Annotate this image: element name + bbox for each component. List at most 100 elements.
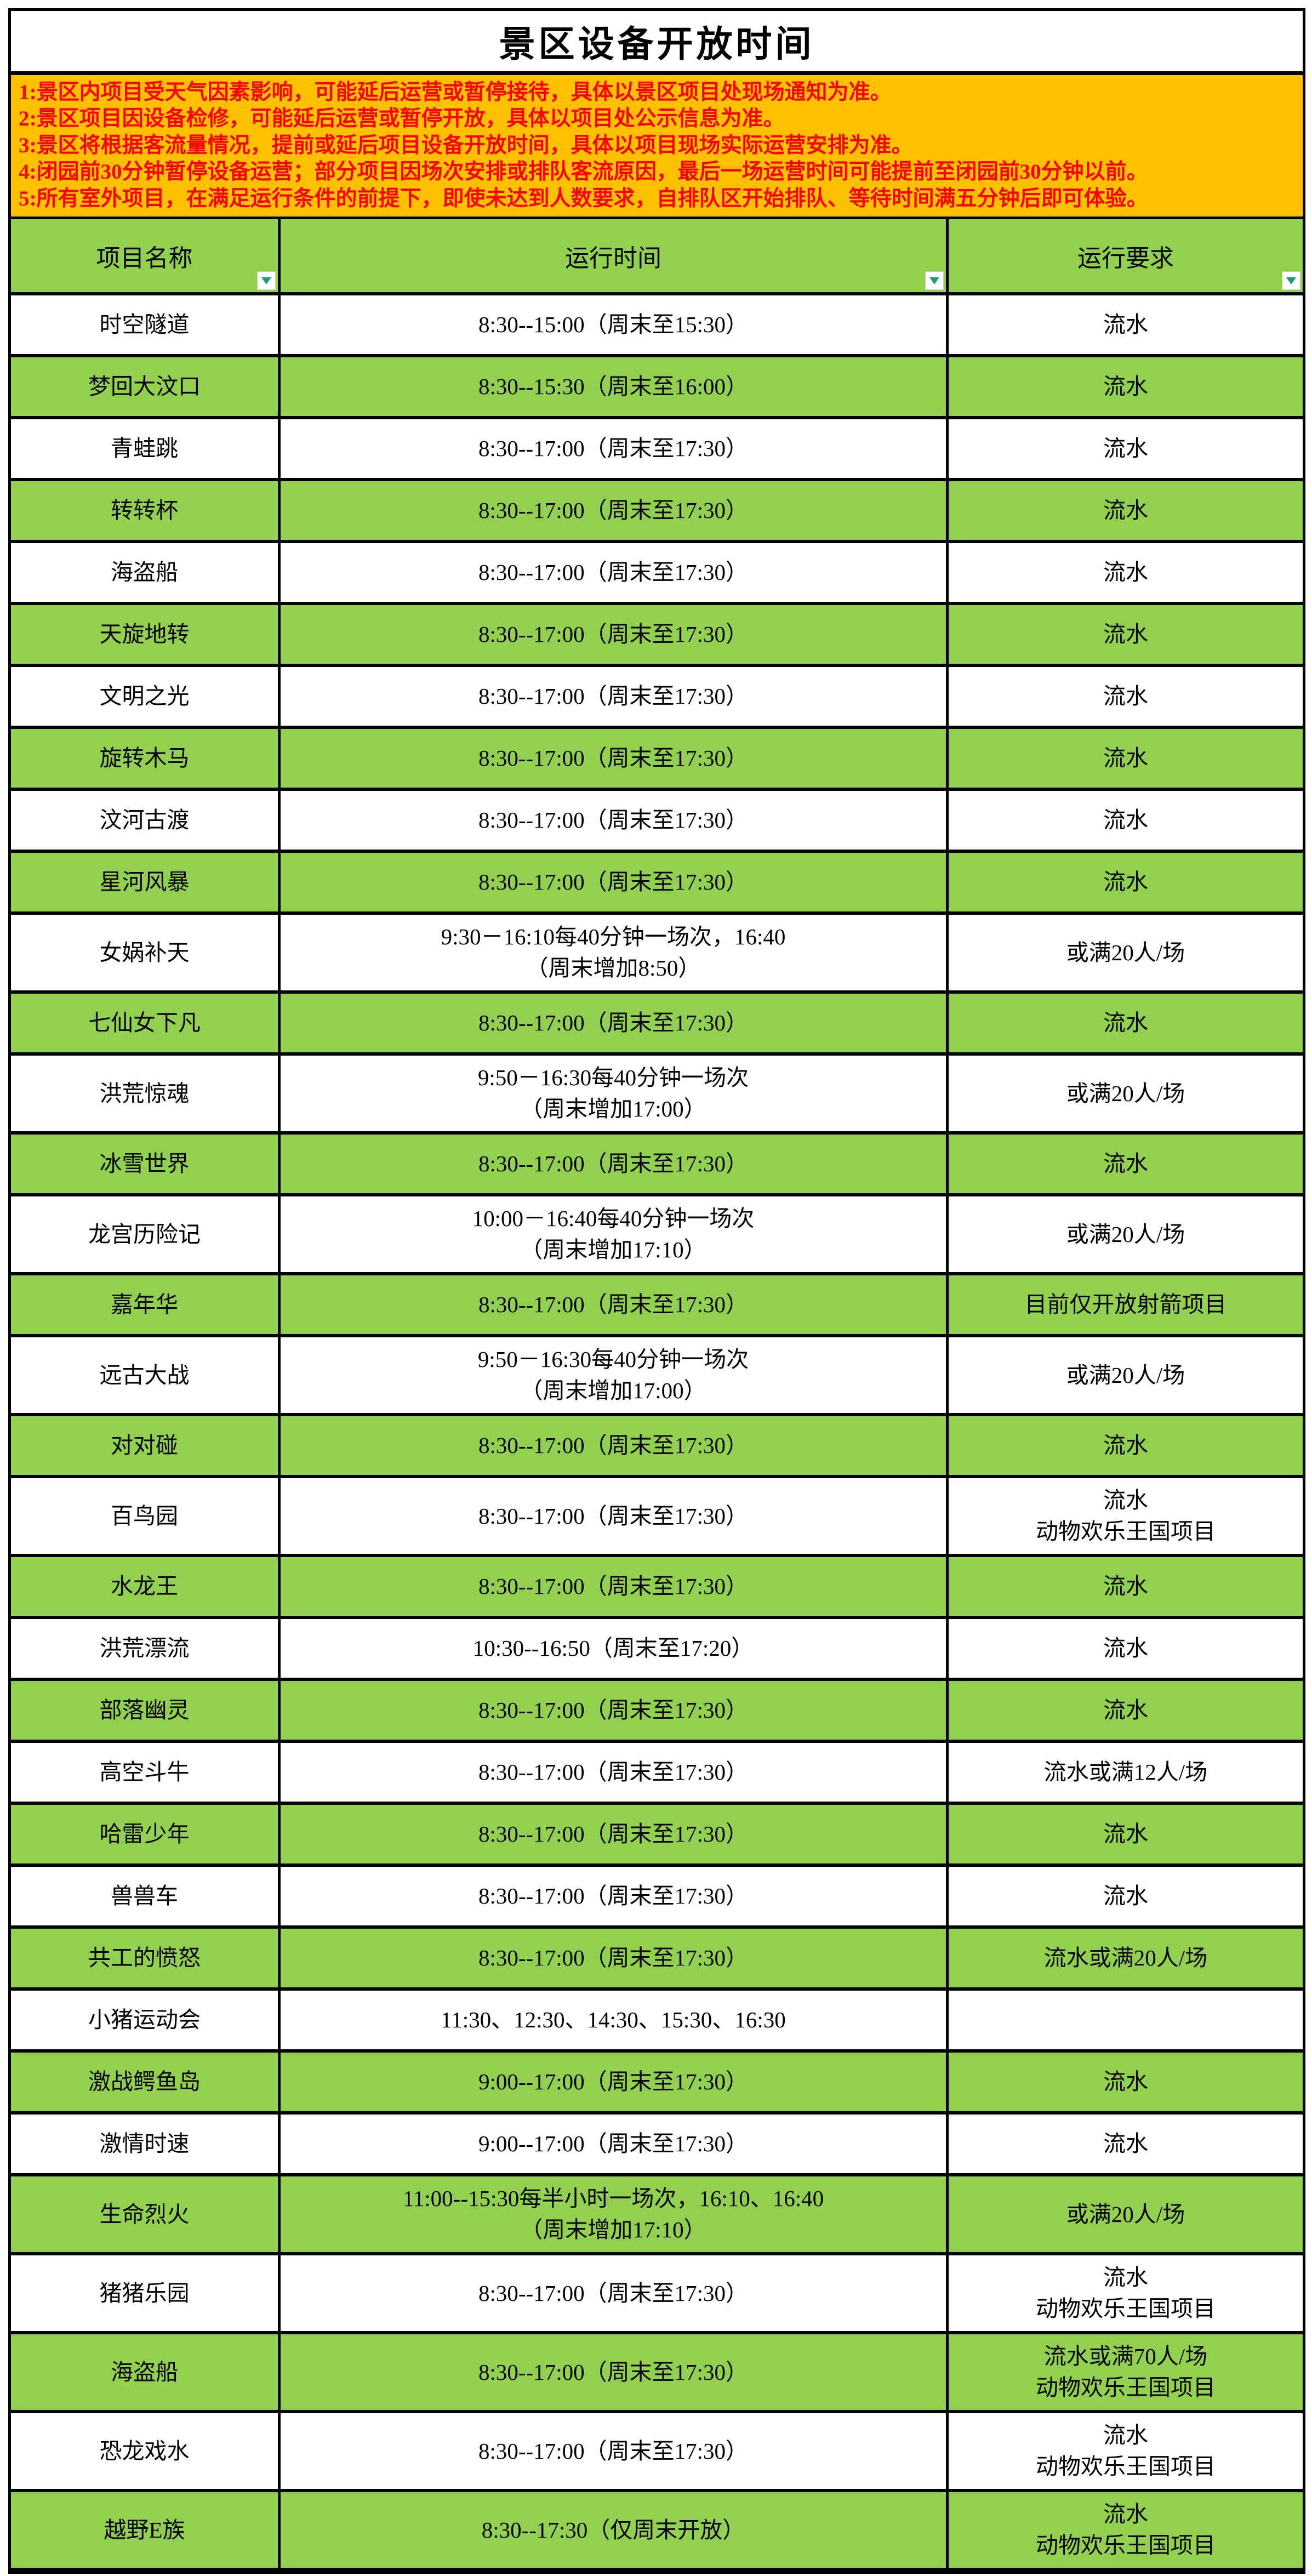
run-requirement-cell	[946, 1991, 1303, 2050]
run-time-text: （周末增加8:50）	[526, 955, 701, 981]
table-row: 部落幽灵 8:30--17:00（周末至17:30） 流水	[11, 1681, 1303, 1743]
run-requirement-text: 流水	[1103, 312, 1148, 338]
project-name-text: 远古大战	[99, 1362, 190, 1388]
project-name-text: 星河风暴	[99, 869, 190, 895]
run-requirement-cell: 流水	[946, 295, 1303, 355]
table-row: 转转杯 8:30--17:00（周末至17:30） 流水	[11, 481, 1303, 544]
project-name-cell: 生命烈火	[11, 2176, 278, 2252]
filter-button-run-time[interactable]	[925, 271, 944, 290]
run-requirement-text: 流水	[1103, 2069, 1148, 2095]
table-row: 兽兽车 8:30--17:00（周末至17:30） 流水	[11, 1867, 1303, 1929]
table-row: 恐龙戏水 8:30--17:00（周末至17:30） 流水 动物欢乐王国项目	[11, 2413, 1303, 2493]
table-row: 远古大战 9:50－16:30每40分钟一场次 （周末增加17:00） 或满20人/场	[11, 1337, 1303, 1417]
project-name-text: 女娲补天	[99, 939, 190, 965]
project-name-text: 冰雪世界	[99, 1151, 190, 1177]
project-name-text: 龙宫历险记	[88, 1221, 201, 1247]
project-name-cell: 星河风暴	[11, 853, 278, 911]
header-cell-project-name: 项目名称	[11, 219, 278, 292]
project-name-cell: 洪荒漂流	[11, 1619, 278, 1678]
project-name-text: 猪猪乐园	[99, 2280, 190, 2306]
project-name-text: 转转杯	[111, 498, 178, 523]
run-requirement-cell: 流水 动物欢乐王国项目	[946, 2492, 1303, 2568]
project-name-cell: 越野E族	[11, 2492, 278, 2568]
run-requirement-cell: 流水 动物欢乐王国项目	[946, 2255, 1303, 2332]
run-requirement-text: 流水	[1103, 1697, 1148, 1723]
run-time-text: 8:30--17:00（周末至17:30）	[478, 1697, 748, 1723]
run-time-cell: 8:30--17:00（周末至17:30）	[278, 1867, 946, 1926]
project-name-text: 青蛙跳	[111, 436, 178, 461]
run-time-cell: 10:00－16:40每40分钟一场次 （周末增加17:10）	[278, 1196, 946, 1273]
project-name-text: 共工的愤怒	[88, 1945, 201, 1971]
run-requirement-text: 流水或满70人/场	[1043, 2344, 1208, 2369]
run-time-text: 9:00--17:00（周末至17:30）	[478, 2131, 748, 2157]
run-time-text: 8:30--17:30（仅周末开放）	[481, 2517, 745, 2543]
project-name-text: 生命烈火	[99, 2201, 190, 2227]
run-requirement-text: 动物欢乐王国项目	[1036, 2533, 1216, 2558]
run-requirement-text: 动物欢乐王国项目	[1036, 1519, 1216, 1545]
table-row: 冰雪世界 8:30--17:00（周末至17:30） 流水	[11, 1135, 1303, 1197]
project-name-text: 百鸟园	[111, 1503, 178, 1529]
table-row: 文明之光 8:30--17:00（周末至17:30） 流水	[11, 667, 1303, 730]
project-name-cell: 转转杯	[11, 481, 278, 540]
table-row: 百鸟园 8:30--17:00（周末至17:30） 流水动物欢乐王国项目	[11, 1478, 1303, 1558]
run-time-text: 8:30--15:30（周末至16:00）	[478, 374, 748, 400]
run-time-text: 8:30--17:00（周末至17:30）	[478, 436, 748, 461]
run-time-text: 9:30－16:10每40分钟一场次，16:40	[441, 924, 786, 950]
run-requirement-text: 流水	[1103, 2131, 1148, 2157]
project-name-text: 哈雷少年	[99, 1821, 190, 1847]
project-name-cell: 海盗船	[11, 543, 278, 602]
run-requirement-cell: 流水	[946, 1681, 1303, 1740]
run-time-cell: 8:30--17:00（周末至17:30）	[278, 1416, 946, 1475]
project-name-cell: 猪猪乐园	[11, 2255, 278, 2331]
project-name-cell: 青蛙跳	[11, 419, 278, 478]
filter-button-project-name[interactable]	[257, 271, 276, 290]
project-name-cell: 七仙女下凡	[11, 994, 278, 1052]
project-name-text: 激战鳄鱼岛	[88, 2069, 201, 2095]
run-time-text: 9:00--17:00（周末至17:30）	[478, 2069, 748, 2095]
project-name-cell: 小猪运动会	[11, 1991, 278, 2049]
run-requirement-cell: 流水	[946, 791, 1303, 850]
run-requirement-cell: 流水或满12人/场	[946, 1743, 1303, 1802]
project-name-text: 汶河古渡	[99, 807, 190, 833]
run-requirement-cell: 流水	[946, 357, 1303, 417]
table-row: 洪荒漂流 10:30--16:50（周末至17:20） 流水	[11, 1619, 1303, 1682]
notice-line-5: 5:所有室外项目，在满足运行条件的前提下，即使未达到人数要求，自排队区开始排队、…	[19, 186, 1148, 210]
run-requirement-text: 流水	[1103, 1488, 1148, 1513]
run-requirement-text: 或满20人/场	[1066, 2201, 1185, 2227]
run-time-text: 8:30--17:00（周末至17:30）	[478, 1292, 748, 1318]
run-requirement-text: 流水	[1103, 622, 1148, 647]
notice-line-1: 1:景区内项目受天气因素影响，可能延后运营或暂停接待，具体以景区项目处现场通知为…	[19, 81, 892, 104]
project-name-cell: 部落幽灵	[11, 1681, 278, 1740]
run-requirement-cell: 流水	[946, 729, 1303, 788]
run-time-cell: 9:00--17:00（周末至17:30）	[278, 2115, 946, 2174]
project-name-cell: 水龙王	[11, 1557, 278, 1616]
run-time-cell: 8:30--17:00（周末至17:30）	[278, 1929, 946, 1988]
run-time-text: （周末增加17:00）	[520, 1378, 706, 1404]
run-requirement-cell: 或满20人/场	[946, 1056, 1303, 1132]
run-requirement-text: 流水	[1103, 1151, 1148, 1177]
run-time-cell: 8:30--17:00（周末至17:30）	[278, 2413, 946, 2489]
run-time-cell: 9:50－16:30每40分钟一场次 （周末增加17:00）	[278, 1056, 946, 1132]
run-time-cell: 8:30--17:00（周末至17:30）	[278, 1478, 946, 1554]
run-time-cell: 8:30--17:00（周末至17:30）	[278, 1275, 946, 1335]
run-requirement-text: 流水	[1103, 869, 1148, 895]
run-requirement-cell: 流水	[946, 1416, 1303, 1475]
run-time-text: 8:30--17:00（周末至17:30）	[478, 2280, 748, 2306]
run-requirement-cell: 流水	[946, 994, 1303, 1053]
table-row: 龙宫历险记 10:00－16:40每40分钟一场次 （周末增加17:10） 或满20人…	[11, 1196, 1303, 1276]
filter-button-run-requirement[interactable]	[1282, 271, 1300, 290]
project-name-text: 恐龙戏水	[99, 2438, 190, 2464]
table-row: 汶河古渡 8:30--17:00（周末至17:30） 流水	[11, 791, 1303, 853]
project-name-text: 高空斗牛	[99, 1759, 190, 1785]
header-cell-run-time: 运行时间	[278, 219, 946, 293]
run-time-text: 11:00--15:30每半小时一场次，16:10、16:40	[402, 2186, 824, 2212]
run-time-text: 8:30--17:00（周末至17:30）	[478, 1010, 748, 1036]
project-name-text: 梦回大汶口	[88, 374, 201, 400]
run-requirement-text: 流水	[1103, 1574, 1148, 1599]
project-name-cell: 兽兽车	[11, 1867, 278, 1925]
project-name-cell: 恐龙戏水	[11, 2413, 278, 2489]
table-row: 海盗船 8:30--17:00（周末至17:30） 流水	[11, 543, 1303, 606]
notice-panel: 1:景区内项目受天气因素影响，可能延后运营或暂停接待，具体以景区项目处现场通知为…	[11, 75, 1303, 220]
run-time-text: 8:30--17:00（周末至17:30）	[478, 1821, 748, 1847]
run-requirement-text: 流水	[1103, 2423, 1148, 2448]
